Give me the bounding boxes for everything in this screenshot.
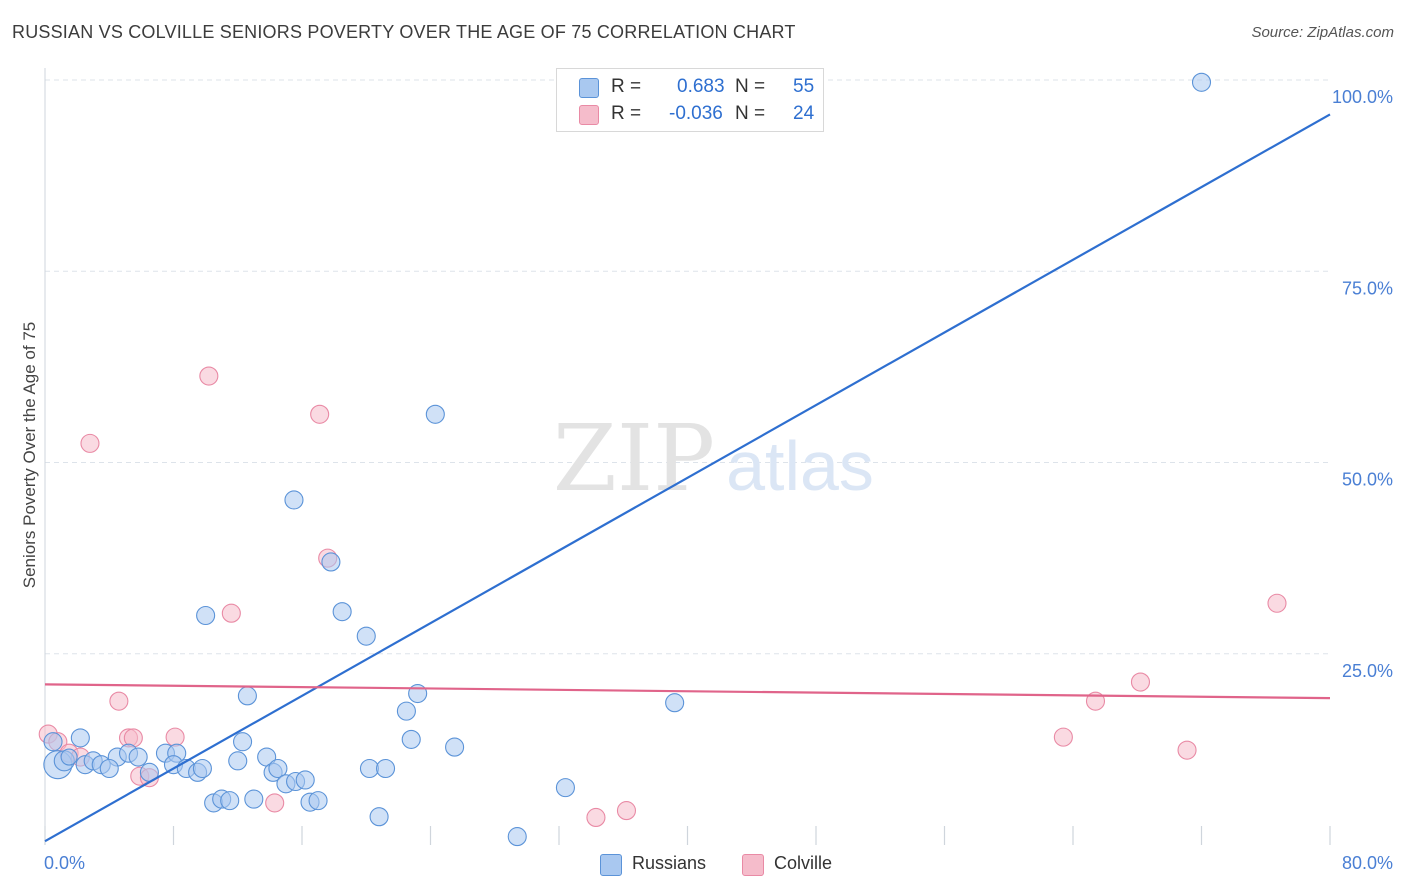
russians-point <box>196 605 216 626</box>
russians-point <box>1191 72 1212 92</box>
legend-r-value: 0.683 <box>677 76 725 97</box>
y-tick-label: 25.0% <box>1342 661 1393 681</box>
russians-point <box>43 732 63 752</box>
russians-point <box>233 732 253 752</box>
colville-point <box>1267 593 1287 613</box>
source-label: Source: ZipAtlas.com <box>1251 24 1394 41</box>
colville-point <box>109 691 129 711</box>
colville-point <box>80 433 100 453</box>
watermark-atlas: atlas <box>726 427 874 505</box>
russians-point <box>220 791 240 811</box>
russians-swatch <box>579 78 599 98</box>
correlation-legend: R = 0.683 N = 55 R = -0.036 N = 24 <box>556 68 824 132</box>
legend-n-label: N = <box>735 76 766 97</box>
chart-title: RUSSIAN VS COLVILLE SENIORS POVERTY OVER… <box>12 22 796 42</box>
russians-point <box>284 490 304 510</box>
colville-point <box>165 727 185 747</box>
russians-point <box>401 729 421 749</box>
russians-point <box>356 626 376 646</box>
grid <box>45 79 1330 655</box>
russians-point <box>332 602 352 622</box>
russians-point <box>445 737 465 757</box>
russians-point <box>321 552 341 572</box>
tick-labels: 100.0% 75.0% 50.0% 25.0% 0.0% 80.0% <box>44 87 1393 873</box>
legend-n-value: 55 <box>793 76 815 97</box>
russians-points <box>43 72 1212 847</box>
x-tick-label: 80.0% <box>1342 853 1393 873</box>
colville-point <box>310 404 330 424</box>
y-tick-label: 50.0% <box>1342 470 1393 490</box>
russians-legend-label: Russians <box>632 853 707 873</box>
russians-point <box>308 791 328 811</box>
russians-point <box>555 778 575 798</box>
legend-r-label: R = <box>611 103 642 124</box>
russians-point <box>60 748 78 766</box>
russians-point <box>396 701 416 721</box>
colville-swatch <box>579 105 599 125</box>
russians-point <box>99 758 119 779</box>
legend-r-value: -0.036 <box>669 103 723 124</box>
russians-point <box>268 758 288 779</box>
russians-trend-line <box>44 113 1331 843</box>
trend-lines <box>44 113 1331 843</box>
russians-point <box>295 770 315 790</box>
colville-point <box>586 807 606 828</box>
russians-point <box>192 758 212 779</box>
colville-legend-swatch <box>742 854 764 876</box>
russians-legend-swatch <box>600 854 622 876</box>
russians-point <box>375 758 396 779</box>
russians-point <box>228 751 248 771</box>
watermark-zip: ZIP <box>553 405 715 512</box>
axes <box>44 68 1331 845</box>
legend-n-label: N = <box>735 103 766 124</box>
russians-point <box>425 404 445 424</box>
colville-point <box>1177 740 1197 760</box>
colville-point <box>265 793 285 813</box>
russians-point <box>369 807 389 827</box>
y-tick-label: 100.0% <box>1332 87 1393 107</box>
colville-legend-label: Colville <box>774 853 833 873</box>
colville-point <box>199 366 219 386</box>
russians-point <box>507 827 527 847</box>
russians-point <box>665 693 685 713</box>
y-tick-label: 75.0% <box>1342 278 1393 298</box>
colville-point <box>221 603 241 623</box>
russians-point <box>70 728 90 748</box>
russians-point <box>237 686 257 706</box>
colville-trend-line <box>44 683 1331 700</box>
legend-n-value: 24 <box>793 103 815 124</box>
russians-point <box>128 747 148 767</box>
colville-point <box>1053 727 1073 747</box>
russians-point <box>359 758 380 779</box>
russians-point <box>244 789 264 809</box>
x-tick-label: 0.0% <box>44 853 85 873</box>
watermark: ZIP atlas <box>553 405 874 512</box>
legend-r-label: R = <box>611 76 642 97</box>
colville-point <box>1130 672 1151 692</box>
colville-point <box>616 801 637 821</box>
